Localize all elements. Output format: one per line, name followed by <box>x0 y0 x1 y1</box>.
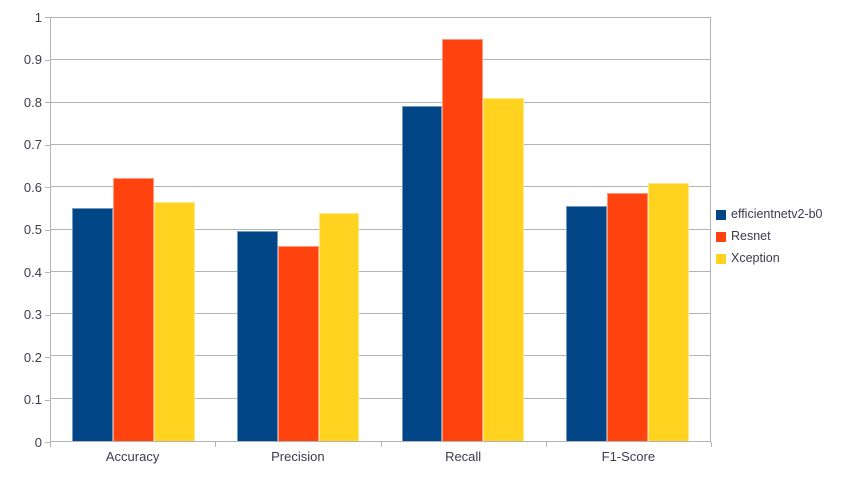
y-axis-tick <box>45 357 50 358</box>
bar <box>607 192 649 441</box>
bar <box>483 98 525 441</box>
gridline <box>51 101 710 103</box>
y-axis-tick-label: 0.3 <box>23 307 42 322</box>
bar <box>236 230 278 441</box>
y-axis-tick-label: 0.4 <box>23 265 42 280</box>
bar <box>153 201 195 441</box>
y-axis-tick <box>45 17 50 18</box>
gridline <box>51 270 710 272</box>
legend: efficientnetv2-b0 Resnet Xception <box>716 207 823 273</box>
gridline <box>51 355 710 357</box>
y-axis-tick-label: 0.1 <box>23 392 42 407</box>
gridline <box>51 228 710 230</box>
bar <box>72 207 113 441</box>
bar <box>318 212 360 441</box>
x-axis-tick <box>546 442 547 447</box>
x-axis-tick <box>711 442 712 447</box>
legend-label: efficientnetv2-b0 <box>731 207 823 221</box>
x-axis-tick <box>381 442 382 447</box>
legend-item: Xception <box>716 251 823 266</box>
y-axis-tick <box>45 230 50 231</box>
bar <box>112 178 154 441</box>
x-axis-tick <box>215 442 216 447</box>
y-axis-tick <box>45 145 50 146</box>
y-axis-tick <box>45 315 50 316</box>
legend-swatch <box>716 253 726 264</box>
x-axis-tick <box>50 442 51 447</box>
y-axis-tick <box>45 102 50 103</box>
legend-label: Xception <box>731 251 780 265</box>
y-axis-tick-label: 0.6 <box>23 180 42 195</box>
gridline <box>51 143 710 145</box>
bars-layer <box>51 18 710 441</box>
y-axis-tick <box>45 272 50 273</box>
legend-label: Resnet <box>731 229 771 243</box>
bar-group-precision <box>216 18 381 441</box>
y-axis-tick <box>45 60 50 61</box>
y-axis-tick-label: 0 <box>34 435 42 450</box>
y-axis-tick-label: 0.5 <box>23 222 42 237</box>
y-axis-tick-label: 1 <box>34 10 42 25</box>
gridline <box>51 186 710 188</box>
x-axis-category-label: F1-Score <box>601 449 656 464</box>
legend-swatch <box>716 231 726 242</box>
legend-item: Resnet <box>716 229 823 244</box>
bar <box>442 39 484 441</box>
y-axis-tick-label: 0.8 <box>23 95 42 110</box>
y-axis-tick-label: 0.2 <box>23 350 42 365</box>
legend-item: efficientnetv2-b0 <box>716 207 823 222</box>
bar-group-f1-score <box>545 18 710 441</box>
gridlines <box>51 18 710 441</box>
y-axis-tick-label: 0.7 <box>23 137 42 152</box>
y-axis-tick-label: 0.9 <box>23 52 42 67</box>
y-axis-tick <box>45 442 50 443</box>
x-axis-category-label: Recall <box>445 449 482 464</box>
bar <box>277 245 319 441</box>
gridline <box>51 313 710 315</box>
bar-group-recall <box>381 18 546 441</box>
y-axis-tick <box>45 400 50 401</box>
gridline <box>51 397 710 399</box>
bar <box>401 106 443 441</box>
y-axis-tick <box>45 187 50 188</box>
x-axis-labels: Accuracy Precision Recall F1-Score <box>50 449 711 464</box>
x-axis-category-label: Accuracy <box>105 449 160 464</box>
bar <box>566 205 608 441</box>
gridline <box>51 59 710 61</box>
legend-swatch <box>716 209 726 220</box>
bar <box>648 183 689 441</box>
plot-area <box>50 17 711 442</box>
x-axis-category-label: Precision <box>271 449 325 464</box>
bar-group-accuracy <box>51 18 216 441</box>
